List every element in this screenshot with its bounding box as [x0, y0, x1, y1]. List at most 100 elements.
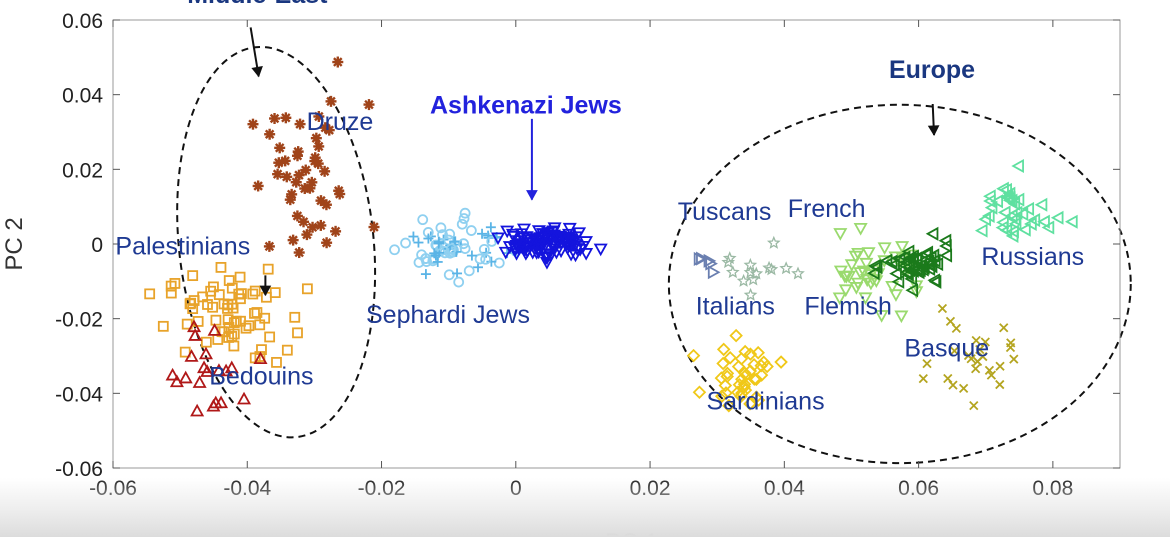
- annotation-labels: Middle-East Europe Ashkenazi Jews Druze Pale…: [115, 0, 1084, 415]
- point-triangle-up: [188, 328, 203, 341]
- point-circle: [417, 214, 429, 226]
- x-tick-label: 0.02: [630, 477, 671, 500]
- point-star: [743, 287, 758, 301]
- point-triangle-down: [853, 222, 868, 236]
- point-star: [746, 272, 761, 286]
- point-square: [249, 285, 261, 297]
- point-triangle-down: [832, 292, 847, 306]
- point-triangle-down: [838, 284, 853, 298]
- point-asterisk: [247, 118, 259, 130]
- point-triangle-left: [1004, 208, 1018, 223]
- point-square: [254, 319, 266, 331]
- point-triangle-left: [1034, 197, 1048, 212]
- point-triangle-left: [1027, 213, 1041, 228]
- point-triangle-down: [523, 234, 538, 248]
- x-tick-label: 0.04: [764, 477, 805, 500]
- point-triangle-left: [1011, 158, 1024, 174]
- point-diamond: [731, 359, 746, 374]
- point-x: [937, 303, 948, 314]
- point-square: [292, 327, 303, 339]
- point-square: [215, 261, 227, 273]
- point-square: [205, 285, 217, 297]
- x-tick-label: 0.08: [1032, 477, 1073, 500]
- point-square: [179, 346, 191, 358]
- point-circle: [416, 249, 428, 261]
- point-x: [975, 344, 985, 355]
- point-triangle-left: [1018, 222, 1031, 237]
- point-diamond: [760, 359, 774, 374]
- point-asterisk: [263, 240, 275, 252]
- point-triangle-right: [705, 256, 718, 271]
- annotation-arrow: [249, 27, 263, 78]
- point-square: [228, 328, 240, 340]
- y-axis-title: PC 2: [1, 217, 28, 270]
- point-x: [966, 354, 976, 364]
- point-triangle-down: [498, 246, 513, 260]
- point-triangle-left: [1024, 216, 1037, 231]
- point-asterisk: [309, 152, 321, 164]
- point-triangle-left: [981, 208, 995, 224]
- point-square: [165, 287, 177, 299]
- point-asterisk: [363, 99, 375, 111]
- point-triangle-left: [914, 258, 928, 273]
- point-triangle-left: [891, 274, 905, 289]
- point-triangle-down: [593, 243, 608, 257]
- point-square: [247, 288, 259, 300]
- point-triangle-up: [219, 363, 234, 377]
- region-label-middle-east: Middle-East: [187, 0, 328, 9]
- point-triangle-left: [1037, 214, 1050, 229]
- point-diamond: [747, 357, 761, 372]
- point-x: [972, 356, 983, 367]
- point-plus: [466, 250, 477, 261]
- point-square: [234, 271, 246, 283]
- point-triangle-down: [859, 257, 874, 271]
- point-plus: [473, 262, 484, 273]
- series-flemish: [866, 226, 953, 298]
- point-asterisk: [290, 176, 302, 188]
- point-asterisk: [252, 180, 264, 192]
- point-square: [202, 299, 213, 310]
- point-triangle-left: [866, 266, 880, 281]
- series-basque: [918, 303, 1019, 411]
- point-triangle-left: [911, 265, 925, 280]
- point-triangle-down: [874, 310, 889, 323]
- point-triangle-right: [696, 251, 709, 266]
- point-triangle-left: [1005, 228, 1019, 243]
- point-plus: [477, 228, 488, 239]
- point-star: [766, 235, 781, 249]
- point-triangle-up: [211, 363, 226, 376]
- point-square: [262, 263, 274, 275]
- point-asterisk: [273, 157, 285, 169]
- x-tick-label: -0.04: [223, 477, 271, 500]
- point-circle: [453, 276, 465, 288]
- series-russians: [974, 158, 1078, 243]
- point-diamond: [714, 371, 729, 385]
- point-triangle-down: [509, 240, 524, 253]
- point-star: [764, 262, 779, 276]
- point-x: [969, 400, 979, 411]
- point-asterisk: [310, 132, 322, 144]
- point-plus: [413, 237, 424, 248]
- point-circle: [400, 237, 411, 249]
- point-triangle-left: [996, 215, 1009, 230]
- x-tick-label: 0: [510, 477, 522, 500]
- point-triangle-up: [224, 360, 239, 374]
- point-triangle-down: [844, 259, 859, 272]
- point-triangle-down: [538, 229, 553, 243]
- point-triangle-left: [905, 283, 919, 298]
- point-triangle-left: [902, 263, 916, 278]
- y-tick-label: 0.04: [62, 85, 103, 108]
- point-triangle-up: [236, 391, 252, 405]
- point-plus: [408, 231, 419, 242]
- point-diamond: [716, 356, 730, 371]
- series-tuscans: [693, 251, 721, 280]
- point-triangle-up: [214, 395, 229, 409]
- point-circle: [480, 253, 492, 265]
- point-triangle-left: [925, 226, 939, 241]
- point-circle: [474, 253, 486, 265]
- point-circle: [456, 218, 468, 230]
- point-triangle-up: [207, 323, 222, 336]
- point-diamond: [774, 355, 788, 369]
